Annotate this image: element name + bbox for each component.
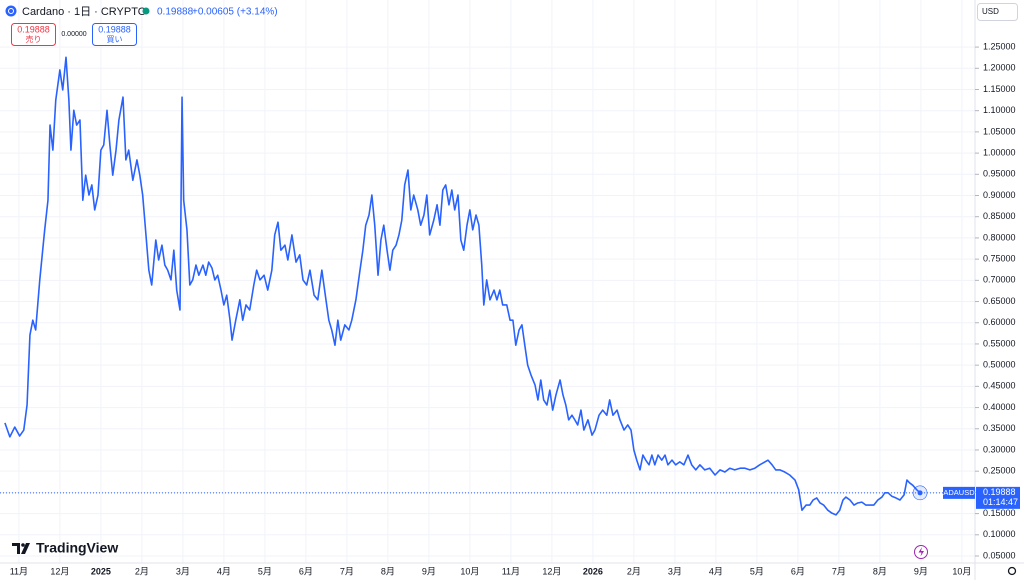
x-tick-label: 4月 [217, 566, 231, 576]
x-tick-label: 3月 [176, 566, 190, 576]
brand-icon [21, 543, 30, 554]
spread: 0.00000 [61, 31, 86, 38]
x-tick-label: 8月 [381, 566, 395, 576]
x-tick-label: 7月 [340, 566, 354, 576]
sell-label: 売り [26, 34, 42, 44]
y-tick-label: 0.55000 [983, 338, 1016, 348]
x-tick-label: 12月 [50, 566, 69, 576]
buy-button[interactable] [92, 23, 137, 46]
x-tick-label: 2月 [627, 566, 641, 576]
x-tick-label: 8月 [873, 566, 887, 576]
y-tick-label: 0.65000 [983, 296, 1016, 306]
y-tick-label: 1.25000 [983, 41, 1016, 51]
symbol-logo [5, 5, 17, 17]
alert-bolt [918, 547, 924, 557]
currency-label: USD [982, 7, 999, 16]
y-tick-label: 0.30000 [983, 444, 1016, 454]
y-tick-label: 0.50000 [983, 360, 1016, 370]
x-tick-label: 11月 [10, 566, 28, 576]
x-tick-label: 2026 [583, 566, 603, 576]
y-tick-label: 0.95000 [983, 169, 1016, 179]
brand-icon [21, 543, 25, 547]
y-tick-label: 0.40000 [983, 402, 1016, 412]
x-tick-label: 6月 [299, 566, 313, 576]
y-tick-label: 1.20000 [983, 63, 1016, 73]
y-tick-label: 0.05000 [983, 550, 1016, 560]
market-status [142, 7, 150, 15]
x-tick-label: 7月 [832, 566, 846, 576]
y-tick-label: 0.90000 [983, 190, 1016, 200]
price-line [4, 56, 921, 516]
y-tick-label: 0.25000 [983, 466, 1016, 476]
y-tick-label: 0.10000 [983, 529, 1016, 539]
sell-button[interactable] [11, 23, 56, 46]
x-tick-label: 10月 [460, 566, 479, 576]
sell-price: 0.19888 [17, 24, 50, 34]
y-tick-label: 0.15000 [983, 508, 1016, 518]
y-tick-label: 1.00000 [983, 147, 1016, 157]
brand-icon [12, 543, 20, 554]
x-tick-label: 5月 [750, 566, 764, 576]
x-tick-label: 5月 [258, 566, 272, 576]
y-tick-label: 1.10000 [983, 105, 1016, 115]
last-point [917, 490, 923, 496]
x-tick-label: 4月 [709, 566, 723, 576]
x-tick-label: 2025 [91, 566, 111, 576]
brand-logo [12, 543, 30, 554]
x-tick-label: 3月 [668, 566, 682, 576]
y-tick-label: 0.85000 [983, 211, 1016, 221]
price-tag-value: 0.19888 [983, 487, 1016, 497]
y-tick-label: 0.60000 [983, 317, 1016, 327]
x-tick-label: 10月 [952, 566, 971, 576]
x-tick-label: 11月 [502, 566, 520, 576]
y-tick-label: 0.45000 [983, 381, 1016, 391]
x-tick-label: 9月 [422, 566, 436, 576]
x-tick-label: 6月 [791, 566, 805, 576]
buy-label: 買い [107, 35, 123, 44]
price-tag-countdown: 01:14:47 [983, 497, 1018, 507]
symbol-title[interactable]: Cardano · 1日 · CRYPTO [22, 6, 147, 18]
y-tick-label: 0.75000 [983, 254, 1016, 264]
brand-name: TradingView [36, 540, 118, 556]
x-tick-label: 2月 [135, 566, 149, 576]
x-tick-label: 9月 [914, 566, 928, 576]
price-tag [976, 486, 1020, 509]
y-tick-label: 0.35000 [983, 423, 1016, 433]
header-price: 0.19888 [157, 7, 194, 18]
y-tick-label: 0.80000 [983, 232, 1016, 242]
header-change: +0.00605 (+3.14%) [192, 7, 278, 18]
symbol-logo-mark [8, 8, 14, 14]
symbol-tag [943, 486, 975, 499]
symbol-tag-label: ADAUSD [943, 488, 975, 497]
y-tick-label: 1.15000 [983, 84, 1016, 94]
y-tick-label: 0.70000 [983, 275, 1016, 285]
currency-button[interactable] [977, 3, 1018, 21]
x-tick-label: 12月 [542, 566, 561, 576]
y-tick-label: 1.05000 [983, 126, 1016, 136]
settings-icon[interactable] [1007, 566, 1017, 576]
buy-price: 0.19888 [98, 24, 131, 34]
